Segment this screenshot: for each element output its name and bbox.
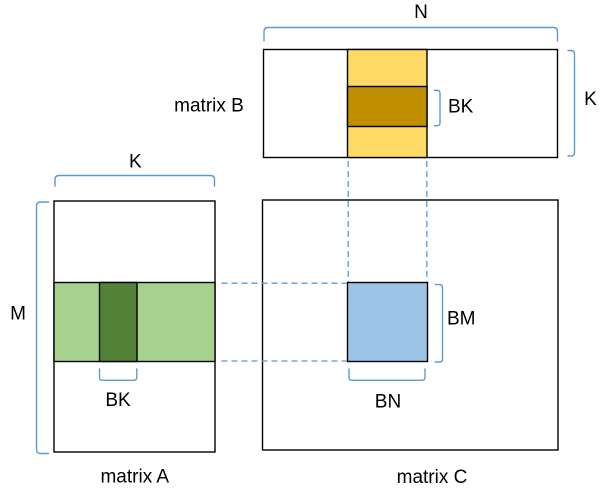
svg-text:K: K: [584, 89, 597, 110]
svg-text:BK: BK: [105, 390, 131, 411]
svg-text:matrix B: matrix B: [174, 96, 244, 117]
svg-text:K: K: [129, 152, 142, 173]
svg-text:N: N: [414, 2, 428, 23]
svg-text:matrix C: matrix C: [397, 467, 468, 488]
svg-text:BM: BM: [447, 309, 476, 330]
svg-text:BN: BN: [375, 392, 401, 413]
svg-text:matrix A: matrix A: [100, 467, 169, 488]
svg-text:M: M: [10, 303, 26, 324]
svg-text:BK: BK: [448, 97, 474, 118]
